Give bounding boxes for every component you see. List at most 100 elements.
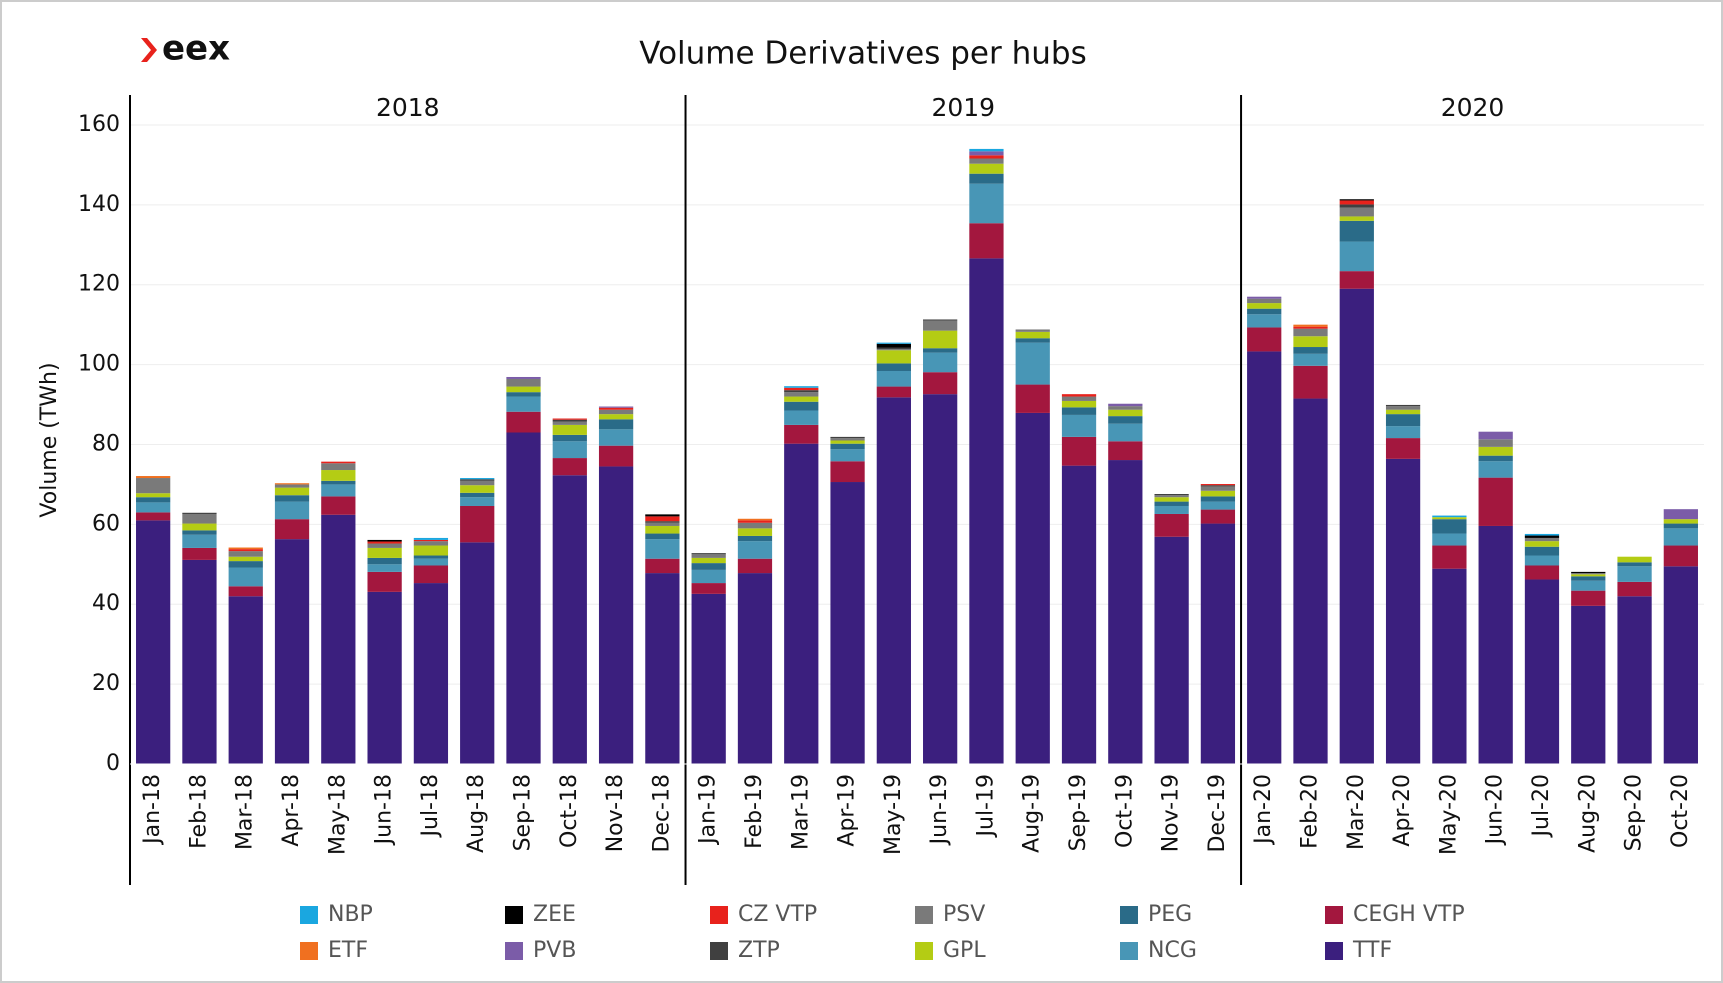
- bar-segment: [876, 350, 911, 364]
- bar-segment: [1432, 533, 1467, 546]
- bar-segment: [228, 567, 263, 587]
- legend-swatch: [300, 906, 318, 924]
- bar-segment: [830, 438, 865, 441]
- bar-segment: [321, 514, 356, 764]
- bar-segment: [228, 561, 263, 568]
- bar-segment: [136, 493, 171, 498]
- bar-segment: [413, 565, 449, 584]
- bar-segment: [1663, 519, 1698, 524]
- bar-segment: [552, 434, 587, 442]
- x-tick-label: Aug-19: [1020, 774, 1045, 853]
- bar-segment: [1108, 416, 1143, 424]
- bar-segment: [367, 591, 402, 764]
- bar-segment: [784, 387, 819, 391]
- bar-segment: [460, 542, 495, 764]
- legend-label: ZEE: [533, 902, 576, 927]
- y-tick-label: 140: [78, 192, 120, 217]
- bar-segment: [1061, 465, 1097, 764]
- bar-segment: [1478, 461, 1513, 478]
- bar-segment: [1339, 200, 1374, 205]
- bar-segment: [1247, 296, 1282, 299]
- bar-segment: [182, 559, 217, 764]
- bar-segment: [645, 525, 680, 534]
- bar-segment: [1061, 400, 1097, 408]
- bar-segment: [1200, 523, 1236, 764]
- bar-segment: [413, 537, 449, 540]
- bar-segment: [1293, 365, 1328, 399]
- bar-segment: [1617, 566, 1652, 582]
- bar-segment: [228, 547, 263, 550]
- bar-segment: [274, 519, 310, 540]
- legend-swatch: [1120, 942, 1138, 960]
- bar-segment: [1108, 423, 1143, 442]
- bar-segment: [1339, 220, 1374, 242]
- bar-segment: [784, 396, 819, 402]
- year-label: 2019: [931, 93, 995, 122]
- x-tick-label: Aug-18: [464, 774, 489, 853]
- bar-segment: [1478, 477, 1513, 526]
- legend-swatch: [915, 942, 933, 960]
- legend-label: ETF: [328, 938, 368, 963]
- bar-segment: [1015, 329, 1050, 332]
- bar-segment: [1061, 407, 1097, 415]
- x-tick-label: Aug-20: [1575, 774, 1600, 853]
- bar-segment: [367, 541, 402, 544]
- bar-segment: [969, 151, 1004, 156]
- bar-segment: [691, 583, 726, 594]
- x-tick-label: Jan-20: [1251, 774, 1276, 846]
- legend-swatch: [710, 942, 728, 960]
- bar-segment: [506, 432, 541, 764]
- bar-segment: [228, 596, 263, 764]
- chart-title: Volume Derivatives per hubs: [639, 36, 1086, 72]
- bar-segment: [506, 378, 541, 387]
- bar-segment: [228, 549, 263, 552]
- bar-segment: [691, 569, 726, 584]
- bar-segment: [1247, 314, 1282, 328]
- bar-segment: [645, 522, 680, 526]
- bar-segment: [1385, 458, 1421, 764]
- bar-segment: [784, 401, 819, 411]
- bar-segment: [136, 512, 171, 521]
- bar-segment: [1524, 537, 1560, 542]
- bar-segment: [182, 530, 217, 535]
- bar-segment: [321, 480, 356, 485]
- legend-label: PEG: [1148, 902, 1192, 927]
- bar-segment: [506, 411, 541, 433]
- bar-segment: [1432, 515, 1467, 518]
- legend-label: CEGH VTP: [1353, 902, 1465, 927]
- bar-segment: [274, 483, 310, 485]
- bar-segment: [1247, 308, 1282, 315]
- bar-segment: [1154, 494, 1189, 496]
- x-tick-label: Jul-20: [1529, 774, 1554, 838]
- bar-segment: [1524, 533, 1560, 536]
- bar-segment: [1617, 596, 1652, 764]
- bar-segment: [1432, 517, 1467, 520]
- bar-segment: [830, 443, 865, 450]
- bar-segment: [1293, 326, 1328, 329]
- bar-segment: [1247, 298, 1282, 304]
- bar-segment: [1061, 396, 1097, 401]
- bar-segment: [367, 571, 402, 592]
- x-tick-label: Oct-19: [1112, 774, 1137, 848]
- bar-segment: [367, 564, 402, 572]
- bar-segment: [737, 522, 773, 529]
- bar-segment: [645, 514, 680, 517]
- bar-segment: [182, 513, 217, 524]
- bar-segment: [506, 392, 541, 397]
- bar-segment: [691, 553, 726, 555]
- bar-segment: [830, 440, 865, 444]
- bar-segment: [1571, 605, 1606, 764]
- bar-segment: [1385, 406, 1421, 410]
- logo: eex: [162, 29, 230, 69]
- bar-segment: [1200, 501, 1236, 510]
- bar-segment: [737, 528, 773, 536]
- legend-label: GPL: [943, 938, 986, 963]
- bar-segment: [136, 476, 171, 479]
- bar-segment: [923, 330, 958, 349]
- bar-segment: [1478, 446, 1513, 456]
- bar-segment: [969, 173, 1004, 184]
- bar-segment: [876, 370, 911, 387]
- bar-segment: [274, 495, 310, 502]
- bar-segment: [506, 376, 541, 379]
